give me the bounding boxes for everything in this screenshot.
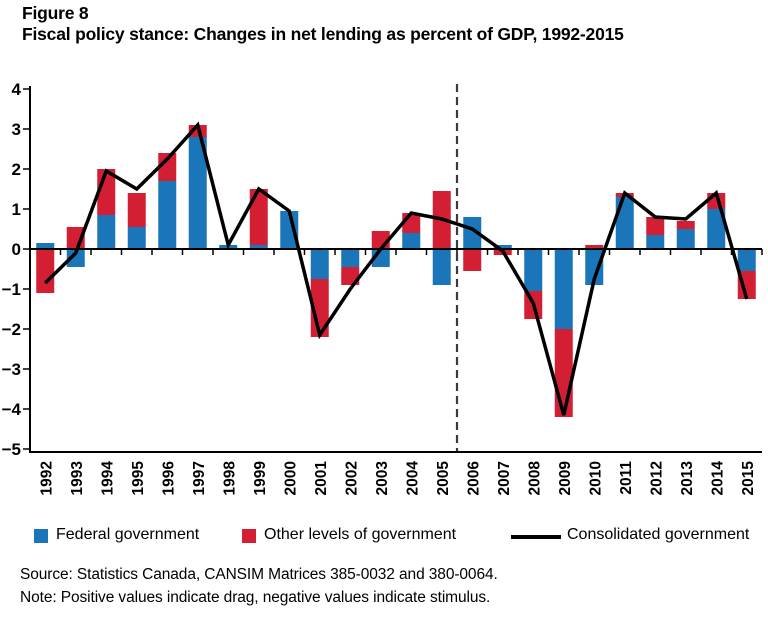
other-levels-bar-1996 xyxy=(158,153,177,181)
y-tick-label--2: −2 xyxy=(2,320,21,339)
other-levels-bar-2006 xyxy=(463,249,482,271)
x-year-label-1993: 1993 xyxy=(69,461,86,496)
x-year-label-2000: 2000 xyxy=(282,461,299,495)
consolidated-legend-line xyxy=(511,535,561,539)
federal-bar-1994 xyxy=(97,215,116,249)
y-tick-label-0: 0 xyxy=(12,240,21,259)
federal-bar-2010 xyxy=(585,249,604,285)
other-levels-bar-1995 xyxy=(127,193,146,227)
federal-legend-label: Federal government xyxy=(56,526,200,543)
federal-bar-2009 xyxy=(554,249,573,329)
federal-bar-1997 xyxy=(188,137,207,249)
source-note: Source: Statistics Canada, CANSIM Matric… xyxy=(20,566,498,583)
x-year-label-2003: 2003 xyxy=(374,461,391,496)
federal-bar-2005 xyxy=(432,249,451,285)
x-year-label-1992: 1992 xyxy=(38,461,55,495)
other-levels-bar-1999 xyxy=(249,189,268,245)
x-year-label-1995: 1995 xyxy=(130,461,147,496)
federal-bar-2000 xyxy=(280,211,299,249)
x-year-label-2002: 2002 xyxy=(343,461,360,495)
other-levels-bar-2009 xyxy=(554,329,573,417)
x-year-label-2012: 2012 xyxy=(648,461,665,495)
x-year-label-2001: 2001 xyxy=(313,461,330,496)
y-tick-label--4: −4 xyxy=(2,400,22,419)
federal-bar-2012 xyxy=(646,235,665,249)
federal-bar-2002 xyxy=(341,249,360,267)
y-tick-label-3: 3 xyxy=(12,120,21,139)
x-year-label-1999: 1999 xyxy=(252,461,269,496)
other-levels-bar-2013 xyxy=(676,221,695,229)
y-tick-label--5: −5 xyxy=(2,440,21,459)
x-year-label-1996: 1996 xyxy=(160,461,177,496)
figure-title: Figure 8 Fiscal policy stance: Changes i… xyxy=(22,3,624,45)
federal-bar-1995 xyxy=(127,227,146,249)
x-year-label-2004: 2004 xyxy=(404,461,421,496)
federal-bar-2004 xyxy=(402,233,421,249)
other-levels-legend-swatch xyxy=(242,529,256,543)
figure-caption: Fiscal policy stance: Changes in net len… xyxy=(22,24,624,44)
other-levels-bar-1992 xyxy=(36,249,55,293)
x-year-label-1994: 1994 xyxy=(99,461,116,496)
federal-bar-2013 xyxy=(676,229,695,249)
figure-footer: Source: Statistics Canada, CANSIM Matric… xyxy=(20,564,498,609)
y-tick-label--1: −1 xyxy=(2,280,21,299)
federal-bar-2011 xyxy=(615,197,634,249)
y-tick-label-2: 2 xyxy=(12,160,21,179)
federal-bar-2008 xyxy=(524,249,543,291)
x-year-label-2011: 2011 xyxy=(618,461,635,495)
other-levels-legend-label: Other levels of government xyxy=(264,526,457,543)
federal-bar-1993 xyxy=(66,249,85,267)
x-year-label-2013: 2013 xyxy=(679,461,696,496)
reading-note: Note: Positive values indicate drag, neg… xyxy=(20,588,491,606)
x-year-label-2009: 2009 xyxy=(557,461,574,496)
federal-bar-2001 xyxy=(310,249,329,279)
figure-number: Figure 8 xyxy=(22,3,89,23)
x-year-label-1997: 1997 xyxy=(191,461,208,495)
federal-legend-swatch xyxy=(34,529,48,543)
other-levels-bar-2010 xyxy=(585,245,604,249)
y-tick-label-4: 4 xyxy=(12,80,22,99)
x-year-label-2014: 2014 xyxy=(709,461,726,496)
federal-bar-2006 xyxy=(463,217,482,249)
y-tick-label-1: 1 xyxy=(12,200,21,219)
federal-bar-1996 xyxy=(158,181,177,249)
consolidated-government-line xyxy=(44,121,749,416)
x-year-label-2007: 2007 xyxy=(496,461,513,495)
x-year-label-1998: 1998 xyxy=(221,461,238,496)
x-year-label-2015: 2015 xyxy=(740,461,757,496)
x-year-label-2005: 2005 xyxy=(435,461,452,496)
x-year-label-2006: 2006 xyxy=(465,461,482,496)
x-year-label-2008: 2008 xyxy=(526,461,543,496)
consolidated-legend-label: Consolidated government xyxy=(567,526,750,543)
federal-bar-1992 xyxy=(36,243,55,249)
federal-bar-2007 xyxy=(493,245,512,249)
federal-bar-2015 xyxy=(737,249,756,271)
x-year-label-2010: 2010 xyxy=(587,461,604,495)
federal-bar-2014 xyxy=(707,209,726,249)
other-levels-bar-2012 xyxy=(646,217,665,235)
federal-bar-1999 xyxy=(249,245,268,249)
y-tick-label--3: −3 xyxy=(2,360,21,379)
